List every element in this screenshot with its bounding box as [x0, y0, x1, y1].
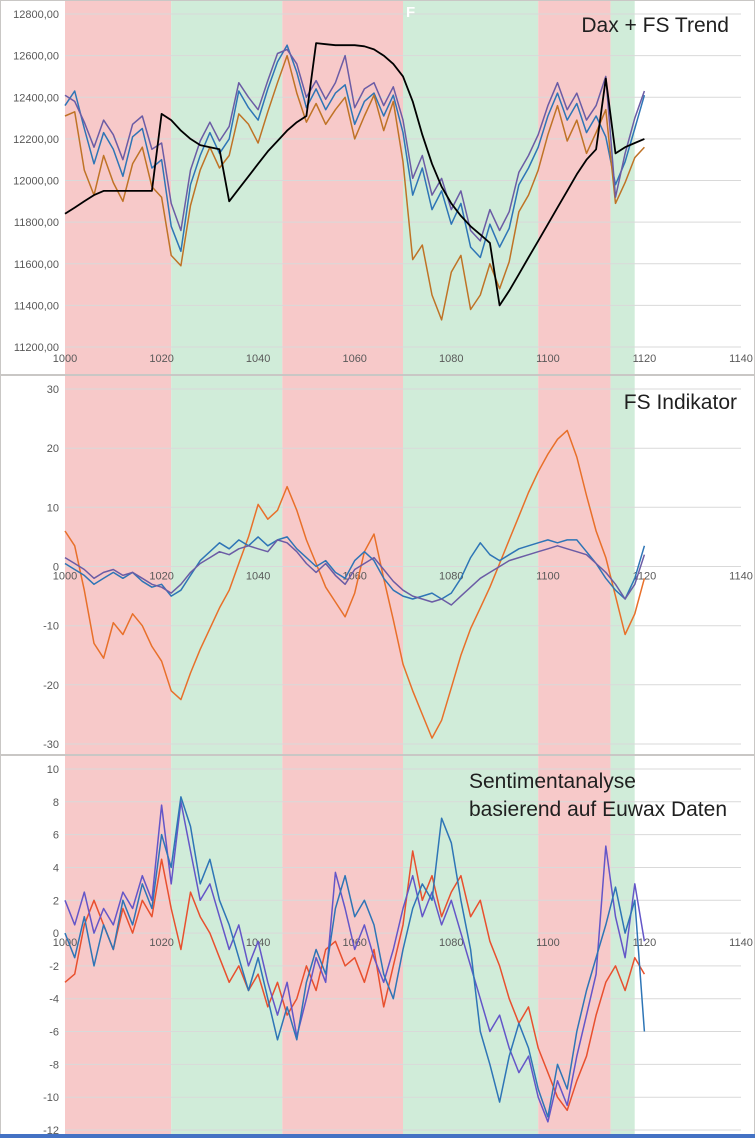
y-tick-label: 2 [53, 895, 59, 907]
x-tick-label: 1060 [342, 937, 366, 949]
chart-svg-0: 12800,00 12600,00 12400,00 12200,00 12000,00… [13, 1, 753, 374]
y-tick-label: -20 [43, 680, 59, 692]
y-tick-label: 10 [47, 764, 59, 776]
chart-title-dax: Dax + FS Trend [581, 14, 729, 37]
series-purple-line [64, 539, 646, 606]
y-tick-label: 20 [47, 443, 59, 455]
y-tick-label: 6 [53, 830, 59, 842]
x-tick-label: 1000 [53, 571, 77, 583]
x-tick-label: 1040 [246, 571, 270, 583]
chart-title-fs-indikator: FS Indikator [623, 391, 737, 414]
x-tick-label: 1020 [149, 353, 173, 365]
series-orange-line [64, 54, 645, 321]
band-green [171, 376, 283, 754]
y-tick-label: 0 [53, 928, 59, 940]
x-tick-label: 1000 [53, 937, 77, 949]
band-red [282, 756, 403, 1137]
band-red [538, 1, 611, 374]
series-blue-line [64, 796, 646, 1118]
x-tick-label: 1020 [149, 937, 173, 949]
y-tick-label: -10 [43, 621, 59, 633]
series-orange-line [64, 429, 646, 739]
x-tick-label: 1100 [536, 571, 560, 583]
x-tick-label: 1120 [633, 353, 657, 365]
y-tick-label: 4 [53, 863, 59, 875]
band-red [65, 376, 172, 754]
chart-panel-dax-fs-trend: 12800,00 12600,00 12400,00 12200,00 12000,00… [0, 0, 755, 375]
x-tick-label: 1080 [439, 937, 463, 949]
band-green [171, 756, 283, 1137]
chart-title-sentiment-line1: Sentimentanalyse [469, 770, 636, 793]
x-tick-label: 1020 [149, 571, 173, 583]
y-tick-label: 8 [53, 797, 59, 809]
y-tick-label: 12200,00 [13, 134, 59, 146]
band-letter-overlay: F [406, 4, 416, 21]
x-tick-label: 1000 [53, 353, 77, 365]
y-tick-label: 12800,00 [13, 9, 59, 21]
series-purple-line [64, 48, 646, 242]
y-tick-label: -10 [43, 1092, 59, 1104]
y-tick-label: 12000,00 [13, 176, 59, 188]
y-tick-label: -6 [49, 1027, 59, 1039]
y-tick-label: 30 [47, 384, 59, 396]
series-blue-line [64, 44, 646, 259]
band-green [403, 376, 539, 754]
y-tick-label: 12400,00 [13, 92, 59, 104]
y-tick-label: 11200,00 [14, 342, 59, 354]
series-orange-line [64, 850, 646, 1112]
x-tick-label: 1140 [729, 571, 753, 583]
chart-title-sentiment-line2: basierend auf Euwax Daten [469, 798, 727, 821]
x-tick-label: 1040 [246, 353, 270, 365]
y-tick-label: -30 [43, 739, 59, 751]
y-tick-label: 11800,00 [14, 217, 59, 229]
chart-title-sentiment: Sentimentanalyse basierend auf Euwax Dat… [469, 768, 727, 824]
x-tick-label: 1080 [439, 353, 463, 365]
chart-panel-fs-indikator: 30 20 10 0 -10 -20 -30 1000 1020 1040 1060 1080 1100… [0, 375, 755, 755]
x-tick-label: 1080 [439, 571, 463, 583]
y-tick-label: 12600,00 [13, 51, 59, 63]
chart-panel-sentiment: 10 8 6 4 2 0 -2 -4 -6 -8 -10 -12 1000 1020 1040 1060 108… [0, 755, 755, 1138]
series-black-line [64, 42, 645, 307]
y-tick-label: -8 [49, 1059, 59, 1071]
band-red [65, 756, 172, 1137]
y-tick-label: 11400,00 [14, 300, 59, 312]
y-tick-label: -2 [49, 961, 59, 973]
x-tick-label: 1060 [342, 353, 366, 365]
x-tick-label: 1140 [729, 937, 753, 949]
x-tick-label: 1140 [729, 353, 753, 365]
series-blue-line [64, 536, 646, 600]
band-red [65, 1, 172, 374]
x-tick-label: 1100 [536, 937, 560, 949]
y-tick-label: -4 [49, 994, 59, 1006]
y-tick-label: 10 [47, 502, 59, 514]
bottom-accent-bar [0, 1134, 755, 1138]
x-tick-label: 1100 [536, 353, 560, 365]
y-tick-label: 0 [53, 562, 59, 574]
y-tick-label: 11600,00 [14, 259, 59, 271]
series-purple-line [64, 801, 646, 1123]
band-green [610, 376, 635, 754]
band-red [282, 376, 403, 754]
band-red [538, 376, 611, 754]
